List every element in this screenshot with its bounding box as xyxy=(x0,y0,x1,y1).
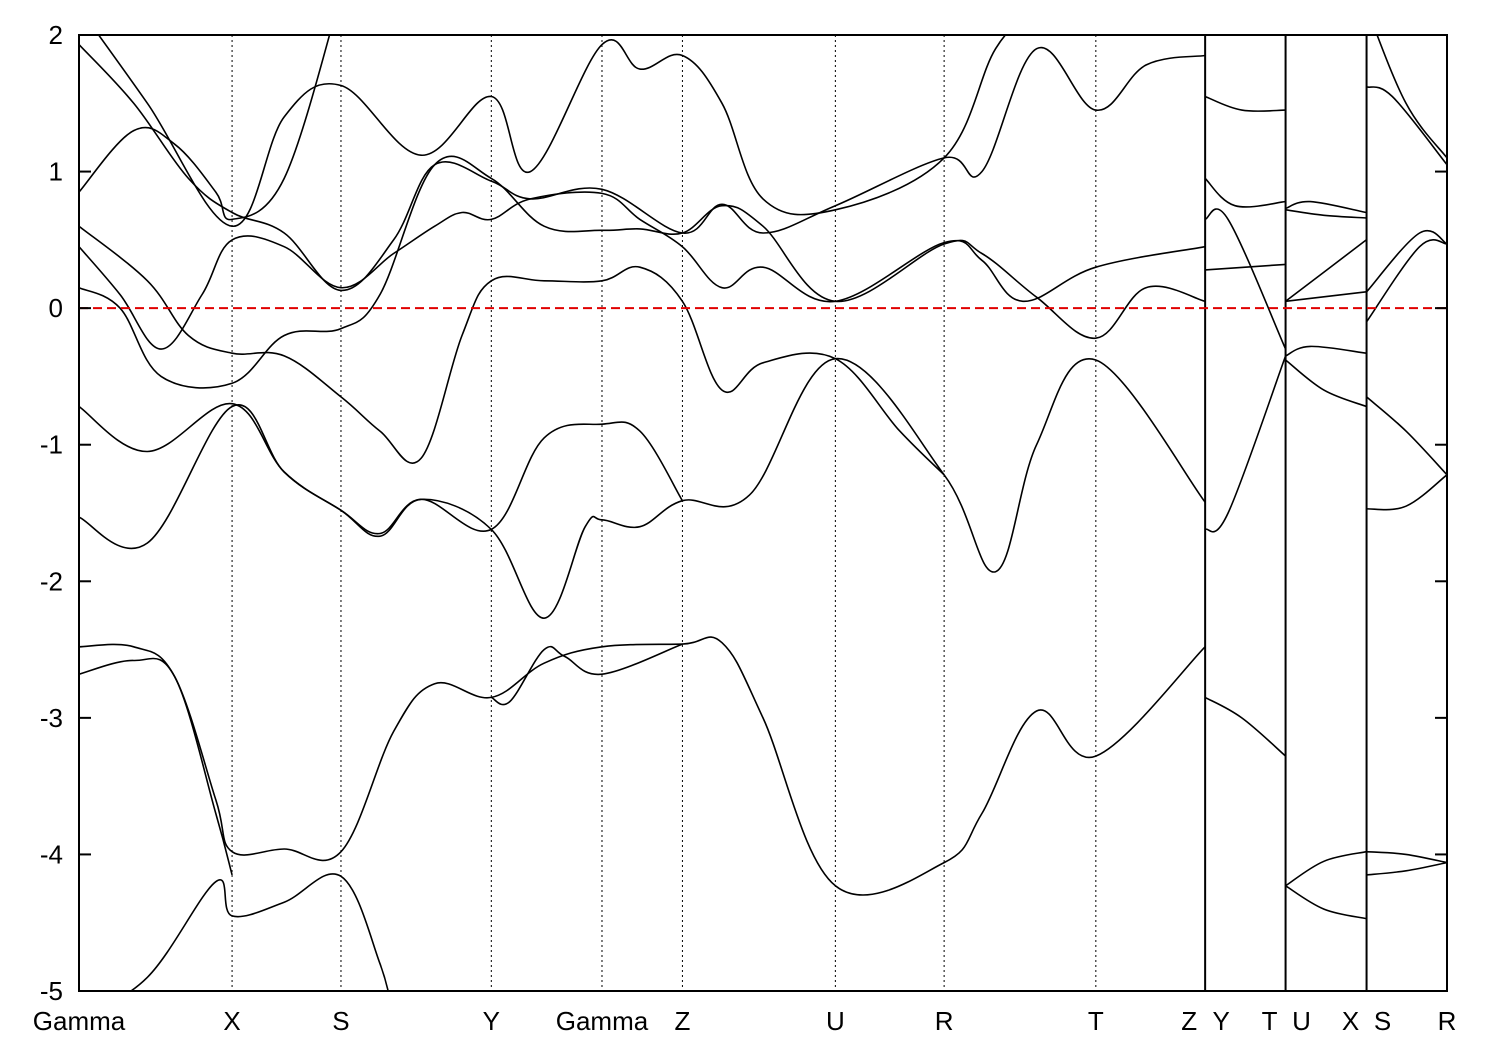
band-line xyxy=(1366,861,1447,876)
y-tick-label: -3 xyxy=(40,703,63,733)
band-line xyxy=(1366,474,1447,511)
band-line xyxy=(79,35,331,221)
band-line xyxy=(1366,86,1447,166)
band-line xyxy=(1204,208,1287,350)
band-line xyxy=(1205,263,1286,271)
band-line xyxy=(1204,95,1286,112)
band-line xyxy=(97,35,1007,228)
band-line xyxy=(1285,359,1367,408)
band-line xyxy=(79,225,945,476)
kpoint-label: Y xyxy=(1212,1006,1229,1036)
band-line xyxy=(490,643,683,706)
band-line xyxy=(1366,850,1447,864)
band-line xyxy=(1285,291,1367,303)
kpoint-label: S xyxy=(332,1006,349,1036)
kpoint-label: Y xyxy=(483,1006,500,1036)
kpoint-label: X xyxy=(223,1006,240,1036)
y-tick-label: 0 xyxy=(49,293,63,323)
band-line xyxy=(1204,696,1287,757)
band-line xyxy=(1365,239,1447,323)
kpoint-label: Gamma xyxy=(33,1006,126,1036)
band-line xyxy=(1285,850,1367,887)
x-axis-kpoint-labels: Gamma X S Y Gamma Z U R T Z Y T U X S R xyxy=(33,1006,1457,1036)
y-tick-label: 1 xyxy=(49,157,63,187)
band-line xyxy=(1285,345,1367,357)
band-line xyxy=(79,636,1206,896)
kpoint-label: X xyxy=(1342,1006,1359,1036)
band-line xyxy=(79,44,1206,292)
band-lines xyxy=(79,35,1447,991)
y-tick-label: -1 xyxy=(40,430,63,460)
band-line xyxy=(1204,177,1286,208)
y-tick-label: 2 xyxy=(49,20,63,50)
band-line xyxy=(1285,239,1367,302)
kpoint-label: R xyxy=(1438,1006,1457,1036)
band-line xyxy=(1204,355,1287,533)
band-line xyxy=(1285,885,1367,920)
band-line xyxy=(79,657,233,876)
kpoint-label: T xyxy=(1262,1006,1278,1036)
band-line xyxy=(79,357,1206,620)
kpoint-label: S xyxy=(1374,1006,1391,1036)
y-tick-label: -2 xyxy=(40,566,63,596)
band-line xyxy=(1366,230,1447,293)
kpoint-label: R xyxy=(935,1006,954,1036)
kpoint-label: Z xyxy=(674,1006,690,1036)
segment-break-lines xyxy=(1204,35,1368,991)
kpoint-label: U xyxy=(826,1006,845,1036)
kpoint-label: T xyxy=(1088,1006,1104,1036)
y-axis-ticks: 2 1 0 -1 -2 -3 -4 -5 xyxy=(40,20,1447,1006)
band-line xyxy=(1376,35,1447,159)
band-line xyxy=(129,873,389,991)
band-line xyxy=(1285,209,1367,219)
band-line xyxy=(79,402,684,538)
plot-frame xyxy=(78,34,1448,992)
band-line xyxy=(79,155,1206,389)
kpoint-label: U xyxy=(1292,1006,1311,1036)
kpoint-label: Gamma xyxy=(556,1006,649,1036)
band-line xyxy=(1285,200,1367,214)
y-tick-label: -5 xyxy=(40,976,63,1006)
kpoint-label: Z xyxy=(1181,1006,1197,1036)
band-line xyxy=(1366,396,1447,476)
y-tick-label: -4 xyxy=(40,839,63,869)
